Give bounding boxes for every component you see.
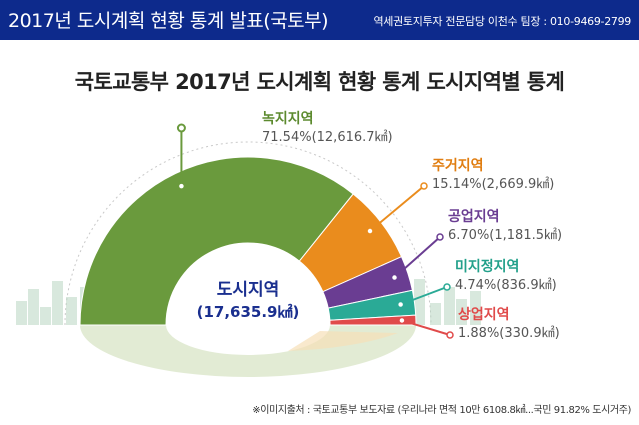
chart-decoration bbox=[16, 141, 481, 377]
center-hole bbox=[167, 244, 329, 325]
slice-name-4: 미지정지역 bbox=[455, 258, 519, 275]
slice-5 bbox=[329, 314, 417, 326]
leader-anchor-5 bbox=[398, 316, 406, 325]
leader-dot-2 bbox=[420, 182, 428, 190]
center-value: (17,635.9㎢) bbox=[197, 303, 300, 321]
leader-dot-5 bbox=[446, 331, 454, 339]
slice-name-1: 녹지지역 bbox=[262, 110, 314, 127]
chart-slices bbox=[79, 156, 417, 326]
slice-name-3: 공업지역 bbox=[448, 208, 500, 225]
chart-title: 국토교통부 2017년 도시계획 현황 통계 도시지역별 통계 bbox=[74, 70, 565, 94]
slice-value-5: 1.88%(330.9㎢) bbox=[458, 326, 560, 341]
slice-value-1: 71.54%(12,616.7㎢) bbox=[262, 130, 393, 145]
header-title: 2017년 도시계획 현황 통계 발표(국토부) bbox=[8, 10, 329, 32]
leader-line-3 bbox=[393, 236, 441, 279]
chart-leader-lines bbox=[176, 123, 454, 339]
leader-anchor-1 bbox=[177, 182, 186, 190]
slice-name-2: 주거지역 bbox=[432, 157, 484, 174]
chart-center: 도시지역 (17,635.9㎢) bbox=[167, 244, 329, 325]
leader-anchor-3 bbox=[390, 273, 399, 282]
header-bar: 2017년 도시계획 현황 통계 발표(국토부) 역세권토지투자 전문담당 이천… bbox=[0, 0, 639, 40]
slice-name-5: 상업지역 bbox=[458, 306, 510, 323]
leader-anchor-4 bbox=[396, 300, 405, 309]
leader-line-5 bbox=[401, 319, 451, 336]
center-label: 도시지역 bbox=[217, 280, 280, 300]
header-contact: 역세권토지투자 전문담당 이천수 팀장 : 010-9469-2799 bbox=[373, 15, 631, 28]
chart-labels: 녹지지역 71.54%(12,616.7㎢) 주거지역 15.14%(2,669.9㎢… bbox=[262, 110, 562, 341]
leader-dot-3 bbox=[436, 233, 444, 241]
leader-anchor-2 bbox=[366, 227, 374, 235]
leader-dot-4 bbox=[443, 283, 451, 291]
leader-dot-1 bbox=[176, 123, 186, 133]
source-note: ※이미지출처 : 국토교통부 보도자료 (우리나라 면적 10만 6108.8㎢… bbox=[252, 405, 631, 416]
slice-value-3: 6.70%(1,181.5㎢) bbox=[448, 228, 562, 243]
slice-value-2: 15.14%(2,669.9㎢) bbox=[432, 177, 554, 192]
base-reflection-accent bbox=[288, 331, 398, 351]
guide-ring bbox=[64, 141, 432, 326]
slice-1 bbox=[79, 156, 354, 326]
leader-line-4 bbox=[400, 286, 448, 306]
slice-value-4: 4.74%(836.9㎢) bbox=[455, 278, 557, 293]
leader-line-2 bbox=[369, 185, 425, 232]
